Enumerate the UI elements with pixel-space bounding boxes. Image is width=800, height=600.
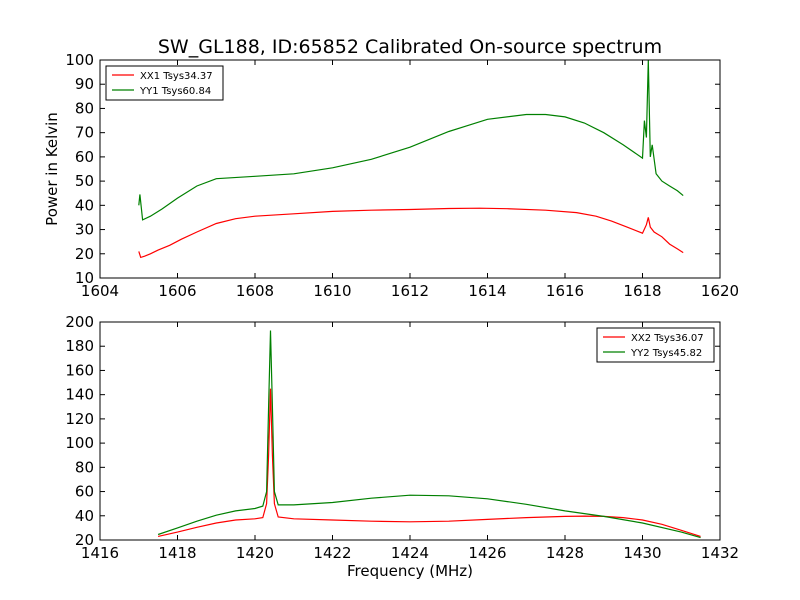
legend-frame [105, 65, 224, 101]
x-tick-label: 1418 [158, 544, 196, 562]
y-tick-label: 120 [65, 410, 94, 428]
x-tick-label: 1422 [313, 544, 351, 562]
y-tick-label: 70 [75, 124, 94, 142]
x-axis-label: Frequency (MHz) [347, 562, 473, 580]
y-tick-label: 200 [65, 313, 94, 331]
top-panel: 1604 1606 1608 1610 1612 1614 1616 1618 1620 10 20… [43, 51, 739, 300]
x-tick-label: 1426 [468, 544, 506, 562]
legend: XX2 Tsys36.07 YY2 Tsys45.82 [596, 327, 715, 363]
bottom-panel: 1416 1418 1420 1422 1424 1426 1428 1430 1432 20 40… [65, 313, 739, 580]
series-line-2 [138, 60, 684, 221]
series-line-2 [157, 330, 701, 539]
y-tick-label: 180 [65, 337, 94, 355]
y-tick-label: 80 [75, 99, 94, 117]
x-tick-label: 1416 [81, 544, 119, 562]
x-tick-label: 1606 [158, 282, 196, 300]
legend-entry: YY1 Tsys60.84 [139, 86, 211, 97]
y-tick-label: 10 [75, 269, 94, 287]
x-tick-label: 1620 [701, 282, 739, 300]
y-tick-label: 90 [75, 75, 94, 93]
y-tick-label: 160 [65, 361, 94, 379]
x-tick-label: 1432 [701, 544, 739, 562]
y-tick-label: 40 [75, 196, 94, 214]
y-tick-label: 100 [65, 434, 94, 452]
legend-entry: XX2 Tsys36.07 [631, 333, 704, 344]
x-tick-label: 1616 [546, 282, 584, 300]
y-tick-label: 50 [75, 172, 94, 190]
y-axis-label: Power in Kelvin [43, 112, 61, 226]
legend-entry: XX1 Tsys34.37 [140, 71, 213, 82]
y-tick-label: 30 [75, 221, 94, 239]
x-tick-label: 1428 [546, 544, 584, 562]
y-tick-label: 140 [65, 386, 94, 404]
series-line-1 [157, 388, 701, 537]
x-tick-label: 1604 [81, 282, 119, 300]
x-tick-label: 1424 [391, 544, 429, 562]
y-tick-label: 60 [75, 148, 94, 166]
x-tick-label: 1610 [313, 282, 351, 300]
y-tick-label: 40 [75, 507, 94, 525]
x-tick-label: 1420 [236, 544, 274, 562]
x-tick-label: 1608 [236, 282, 274, 300]
y-tick-label: 100 [65, 51, 94, 69]
x-tick-label: 1614 [468, 282, 506, 300]
y-tick-label: 60 [75, 483, 94, 501]
legend-entry: YY2 Tsys45.82 [630, 348, 702, 359]
x-tick-label: 1430 [623, 544, 661, 562]
x-tick-label: 1612 [391, 282, 429, 300]
series-line-1 [138, 207, 684, 259]
legend-frame [596, 327, 715, 363]
chart-title: SW_GL188, ID:65852 Calibrated On-source … [158, 36, 662, 58]
x-tick-label: 1618 [623, 282, 661, 300]
y-tick-label: 20 [75, 531, 94, 549]
legend: XX1 Tsys34.37 YY1 Tsys60.84 [105, 65, 224, 101]
y-tick-label: 20 [75, 245, 94, 263]
y-tick-label: 80 [75, 458, 94, 476]
